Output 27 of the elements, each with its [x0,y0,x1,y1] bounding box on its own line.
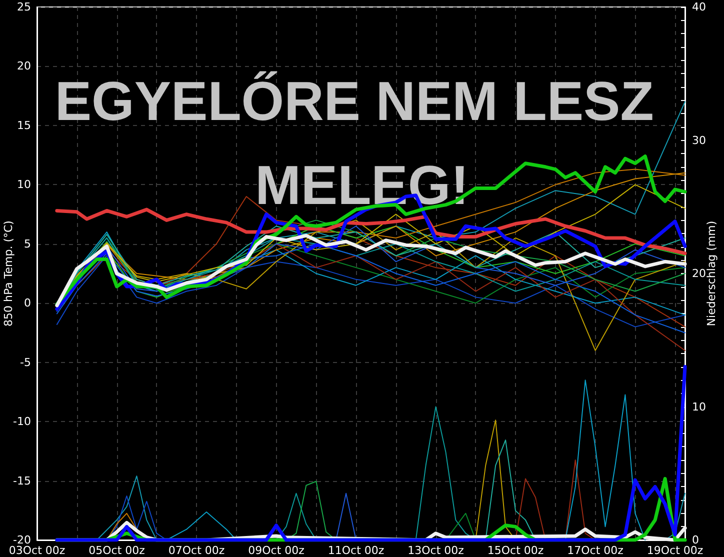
x-tick-label: 05Oct 00z [88,544,146,557]
y-tick-label: 25 [17,0,31,14]
y2-tick-label: 10 [692,400,706,414]
y-tick-label: -15 [13,474,31,488]
y2-tick-label: 40 [692,0,706,14]
x-tick-label: 13Oct 00z [408,544,464,557]
y-tick-label: 15 [17,118,31,132]
y-tick-label: -10 [13,415,31,428]
y-axis-title: 850 hPa Temp. (°C) [2,220,15,326]
y2-tick-label: 30 [692,134,706,147]
text: EGYELŐRE NEM LESZ MELEG! [54,70,670,216]
y2-tick-label: 20 [692,267,706,280]
y-tick-label: 10 [17,178,31,192]
y2-axis-title: Niederschlag (mm) [705,220,718,326]
y-tick-label: 0 [24,296,31,310]
y2-tick-label: 0 [692,534,699,546]
x-tick-label: 03Oct 00z [8,544,66,557]
y-tick-label: -20 [13,534,31,546]
x-tick-label: 11Oct 00z [328,544,384,557]
x-tick-label: 15Oct 00z [487,544,544,557]
x-tick-label: 07Oct 00z [168,544,225,557]
y-tick-label: 20 [17,60,31,73]
y-tick-label: -5 [20,356,31,369]
x-tick-label: 17Oct 00z [567,544,624,557]
x-tick-label: 19Oct 00z [646,544,704,557]
y-tick-label: 5 [24,237,31,250]
x-tick-label: 09Oct 00z [248,544,305,557]
